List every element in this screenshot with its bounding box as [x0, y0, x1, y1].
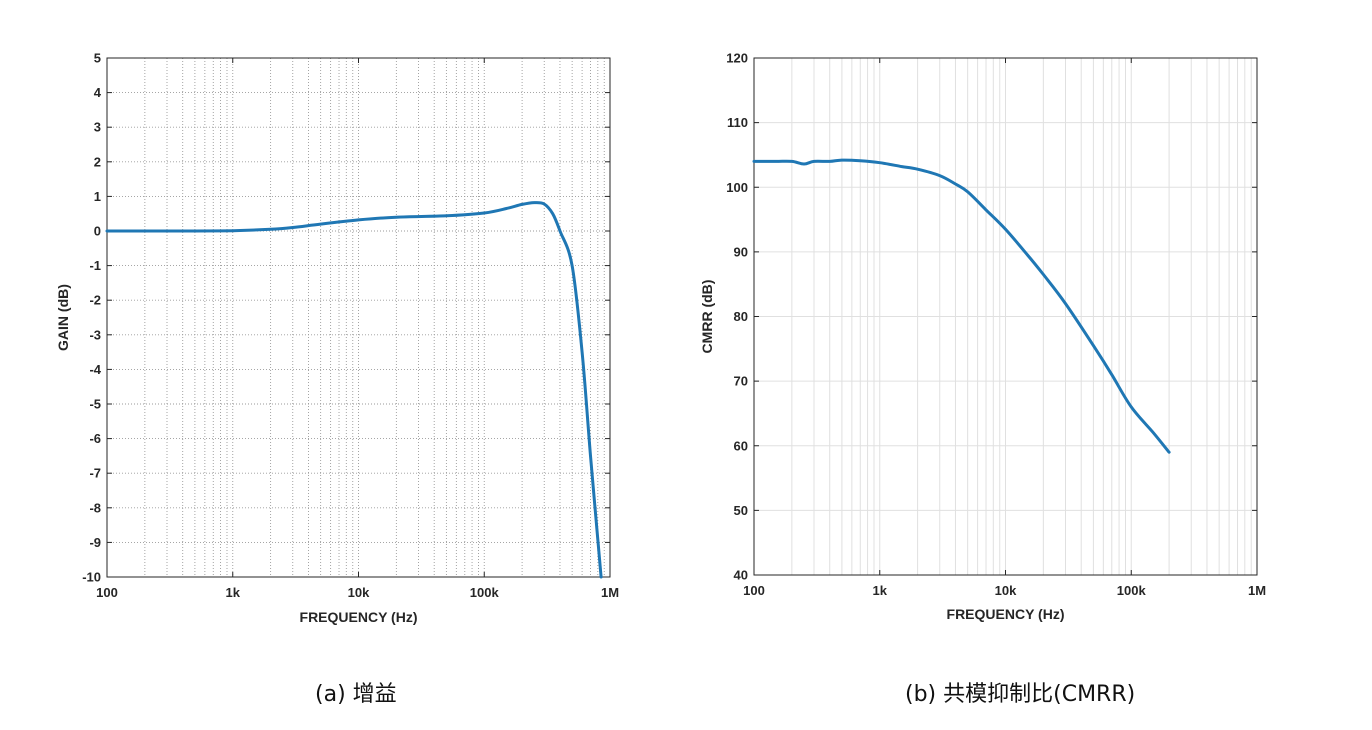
y-tick-label: -4: [89, 362, 101, 377]
y-tick-label: -5: [89, 397, 101, 412]
y-tick-label: 1: [94, 189, 101, 204]
caption-cmrr: (b) 共模抑制比(CMRR): [905, 682, 1136, 707]
x-tick-label: 100k: [470, 585, 500, 600]
x-tick-label: 10k: [995, 583, 1017, 598]
y-tick-label: 80: [734, 309, 748, 324]
y-tick-label: 5: [94, 51, 101, 66]
x-tick-label: 100: [96, 585, 118, 600]
y-tick-label: 70: [734, 374, 748, 389]
y-tick-label: 0: [94, 224, 101, 239]
x-tick-label: 10k: [348, 585, 370, 600]
y-tick-label: 40: [734, 568, 748, 583]
grid: [106, 57, 611, 578]
y-tick-label: 2: [94, 154, 101, 169]
cmrr-chart: 100 1k 10k 100k 1M 120 110 100 90 80 70 60 50 40 FREQU…: [699, 51, 1266, 623]
y-tick-label: 3: [94, 120, 101, 135]
y-tick-label: -6: [89, 431, 101, 446]
x-tick-label: 100: [743, 583, 765, 598]
x-axis-label: FREQUENCY (Hz): [947, 606, 1065, 622]
x-tick-label: 1M: [1248, 583, 1266, 598]
y-tick-label: 4: [94, 85, 102, 100]
y-tick-label: 90: [734, 244, 748, 259]
y-tick-label: -2: [89, 293, 101, 308]
x-axis-label: FREQUENCY (Hz): [300, 609, 418, 625]
x-tick-label: 1M: [601, 585, 619, 600]
y-tick-label: 120: [726, 51, 748, 66]
y-tick-label: -10: [82, 570, 101, 585]
y-tick-label: 60: [734, 438, 748, 453]
y-tick-label: -7: [89, 466, 101, 481]
y-tick-label: -1: [89, 258, 101, 273]
grid: [753, 57, 1258, 576]
y-tick-label: 110: [727, 115, 748, 130]
gain-chart: 100 1k 10k 100k 1M 5 4 3 2 1 0 -1 -2 -3 -4 -5 -6 -7 -8 -9 -1…: [55, 51, 619, 626]
y-tick-label: -3: [89, 327, 101, 342]
y-tick-label: 50: [734, 503, 748, 518]
x-tick-label: 1k: [226, 585, 241, 600]
y-tick-label: 100: [726, 180, 748, 195]
x-tick-label: 100k: [1117, 583, 1147, 598]
series-line-gain: [105, 201, 603, 579]
x-tick-label: 1k: [873, 583, 888, 598]
caption-gain: (a) 增益: [315, 682, 397, 707]
y-axis-label: CMRR (dB): [699, 280, 715, 354]
y-axis-label: GAIN (dB): [55, 284, 71, 351]
series-line-cmrr: [752, 158, 1171, 454]
y-tick-label: -9: [89, 535, 101, 550]
y-tick-label: -8: [89, 500, 101, 515]
